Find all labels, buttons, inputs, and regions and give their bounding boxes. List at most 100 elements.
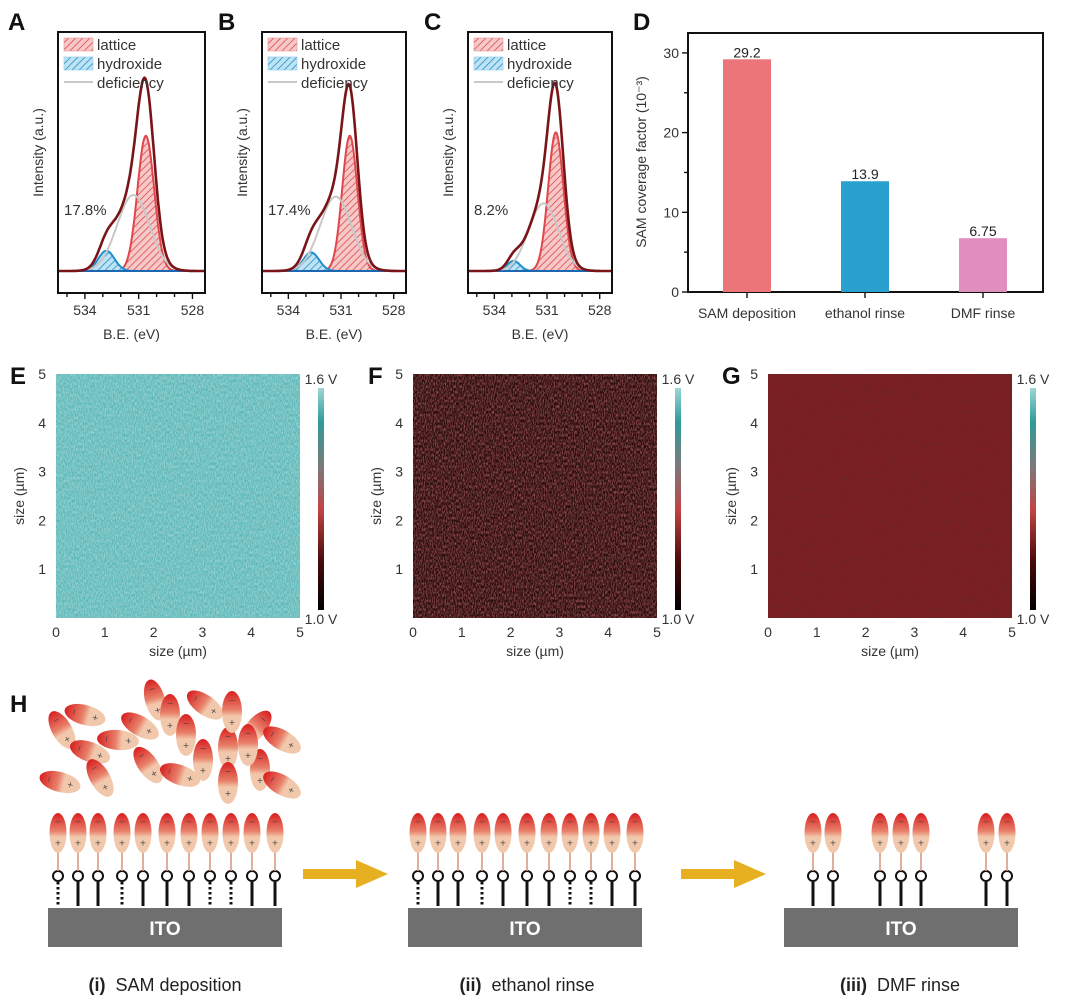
positive-charge-icon: + — [75, 838, 82, 847]
category-label: ethanol rinse — [825, 305, 905, 321]
anchor-group-icon — [432, 870, 444, 882]
molecule-head: −+ — [449, 813, 467, 853]
legend-swatch-lattice — [473, 37, 504, 52]
anchored-sam-molecule: −+ — [912, 813, 930, 906]
negative-charge-icon: − — [164, 766, 175, 775]
ito-label: ITO — [509, 919, 540, 940]
y-tick-label: 3 — [750, 464, 758, 480]
positive-charge-icon: + — [207, 838, 214, 847]
molecule-body — [69, 740, 111, 764]
positive-charge-icon: + — [186, 838, 193, 847]
free-molecules: −+−+−+−+−+−+−+−+−+−+−+−+−+−+−+−+−+−+−+−+… — [39, 679, 301, 804]
panel-label-d: D — [633, 9, 650, 36]
y-axis-label: Intensity (a.u.) — [440, 108, 456, 197]
anchored-sam-molecule: −+ — [626, 813, 644, 906]
anchor-group-icon — [629, 870, 641, 882]
panel-label-h: H — [10, 691, 27, 718]
stage-numeral: (i) — [88, 975, 105, 995]
positive-charge-icon: + — [200, 766, 207, 775]
negative-charge-icon: − — [267, 729, 278, 739]
molecule-body — [89, 813, 107, 853]
anchored-sam-molecule: −+ — [804, 813, 822, 906]
negative-charge-icon: − — [125, 715, 136, 725]
molecule-head: −+ — [603, 813, 621, 853]
y-tick-label: 4 — [750, 415, 758, 431]
y-tick-label: 30 — [663, 45, 679, 61]
anchored-sam-molecule: −+ — [582, 813, 600, 906]
positive-charge-icon: + — [95, 751, 106, 760]
negative-charge-icon: − — [190, 693, 201, 704]
free-molecule: −+ — [69, 740, 111, 764]
positive-charge-icon: + — [524, 838, 531, 847]
anchored-sam-molecule: −+ — [134, 813, 152, 906]
negative-charge-icon: − — [479, 818, 486, 827]
negative-charge-icon: − — [183, 719, 190, 728]
molecule-body — [266, 813, 284, 853]
stage-label: DMF rinse — [877, 975, 960, 995]
anchored-sam-molecule: −+ — [518, 813, 536, 906]
molecule-head: −+ — [518, 813, 536, 853]
positive-charge-icon: + — [100, 782, 110, 793]
stage-numeral: (ii) — [459, 975, 481, 995]
free-molecule: −+ — [159, 763, 201, 787]
series-envelope — [262, 82, 406, 273]
anchored-sam-molecule: −+ — [540, 813, 558, 906]
positive-charge-icon: + — [229, 718, 236, 727]
anchored-sam-molecule: −+ — [824, 813, 842, 906]
positive-charge-icon: + — [830, 838, 837, 847]
free-molecule: −+ — [238, 724, 258, 766]
molecule-body — [218, 727, 238, 769]
y-tick-label: 1 — [38, 561, 46, 577]
negative-charge-icon: − — [810, 818, 817, 827]
bar — [723, 59, 771, 292]
process-arrow — [303, 860, 388, 888]
free-molecule: −+ — [121, 712, 159, 740]
negative-charge-icon: − — [267, 774, 278, 784]
legend-label: hydroxide — [507, 56, 572, 73]
legend-label: lattice — [301, 37, 340, 54]
positive-charge-icon: + — [65, 780, 75, 789]
y-tick-label: 2 — [38, 512, 46, 528]
molecule-body — [134, 813, 152, 853]
anchored-sam-molecule: −+ — [69, 813, 87, 906]
y-tick-label: 2 — [750, 512, 758, 528]
percentage-annotation: 17.4% — [268, 202, 311, 219]
x-tick-label: 534 — [73, 302, 97, 318]
molecule-body — [998, 813, 1016, 853]
category-label: DMF rinse — [951, 305, 1016, 321]
molecule-head: −+ — [49, 813, 67, 853]
molecule-body — [49, 813, 67, 853]
molecule-body — [176, 714, 196, 756]
positive-charge-icon: + — [286, 785, 297, 795]
negative-charge-icon: − — [588, 818, 595, 827]
legend-swatch-lattice — [267, 37, 298, 52]
bar-value-label: 29.2 — [733, 44, 760, 60]
positive-charge-icon: + — [245, 751, 252, 760]
negative-charge-icon: − — [74, 743, 85, 752]
stage-label: SAM deposition — [115, 975, 241, 995]
anchored-sam-molecule: −+ — [429, 813, 447, 906]
anchor-group-icon — [204, 870, 216, 882]
anchor-group-icon — [72, 870, 84, 882]
y-tick-label: 3 — [38, 464, 46, 480]
y-tick-label: 5 — [395, 366, 403, 382]
molecule-head: −+ — [222, 813, 240, 853]
y-tick-label: 1 — [395, 561, 403, 577]
positive-charge-icon: + — [228, 838, 235, 847]
negative-charge-icon: − — [455, 818, 462, 827]
anchor-group-icon — [827, 870, 839, 882]
arrow-icon — [681, 860, 766, 888]
colorbar-max-label: 1.6 V — [305, 371, 338, 387]
positive-charge-icon: + — [140, 838, 147, 847]
anchored-sam-molecule: −+ — [494, 813, 512, 906]
legend-label: lattice — [97, 37, 136, 54]
negative-charge-icon: − — [258, 714, 269, 725]
y-axis-label: size (µm) — [11, 467, 27, 525]
anchor-group-icon — [476, 870, 488, 882]
legend-label: deficiency — [97, 75, 164, 92]
molecule-body — [871, 813, 889, 853]
colorbar-min-label: 1.0 V — [1017, 611, 1050, 627]
stage-label: ethanol rinse — [491, 975, 594, 995]
positive-charge-icon: + — [546, 838, 553, 847]
